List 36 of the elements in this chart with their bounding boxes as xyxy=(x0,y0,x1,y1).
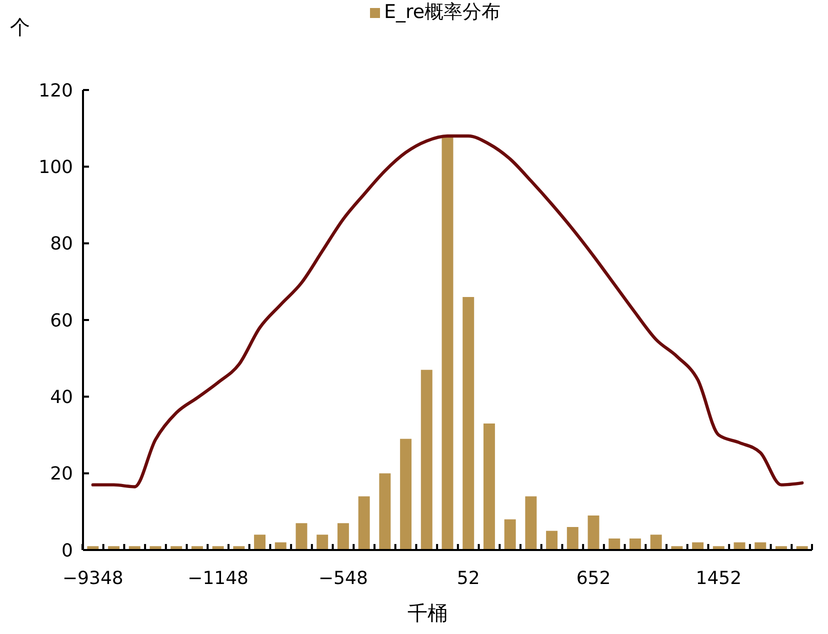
bar xyxy=(462,297,474,550)
y-axis-title: 个 xyxy=(10,15,30,39)
x-axis-title: 千桶 xyxy=(408,601,448,625)
bar xyxy=(525,496,537,550)
bar xyxy=(296,523,308,550)
y-tick-label: 80 xyxy=(50,234,73,255)
bar xyxy=(629,538,641,550)
x-tick-label: 52 xyxy=(456,568,480,589)
x-tick-label: 652 xyxy=(576,568,611,589)
bar xyxy=(337,523,349,550)
bar xyxy=(546,530,558,550)
bar xyxy=(358,496,370,550)
legend-label: E_re概率分布 xyxy=(384,1,501,23)
y-tick-label: 20 xyxy=(50,464,73,485)
bar xyxy=(566,527,578,550)
x-tick-label: 1452 xyxy=(696,568,742,589)
y-tick-label: 60 xyxy=(50,310,73,332)
bar xyxy=(442,136,454,550)
bar xyxy=(483,424,495,550)
y-tick-label: 40 xyxy=(50,386,73,408)
bar xyxy=(254,534,266,550)
x-tick-label: −548 xyxy=(318,568,368,589)
bar xyxy=(650,534,662,550)
bar xyxy=(504,519,516,550)
bar xyxy=(420,370,432,550)
bar xyxy=(379,473,391,550)
y-tick-label: 120 xyxy=(38,80,73,102)
x-tick-label: −1148 xyxy=(188,568,249,589)
y-tick-label: 0 xyxy=(62,540,73,562)
y-tick-label: 100 xyxy=(38,156,73,178)
bar xyxy=(608,538,620,550)
bar xyxy=(588,516,600,550)
bar xyxy=(316,534,328,550)
x-tick-label: −9348 xyxy=(62,568,124,589)
bar xyxy=(400,438,412,550)
line-series xyxy=(91,134,804,488)
